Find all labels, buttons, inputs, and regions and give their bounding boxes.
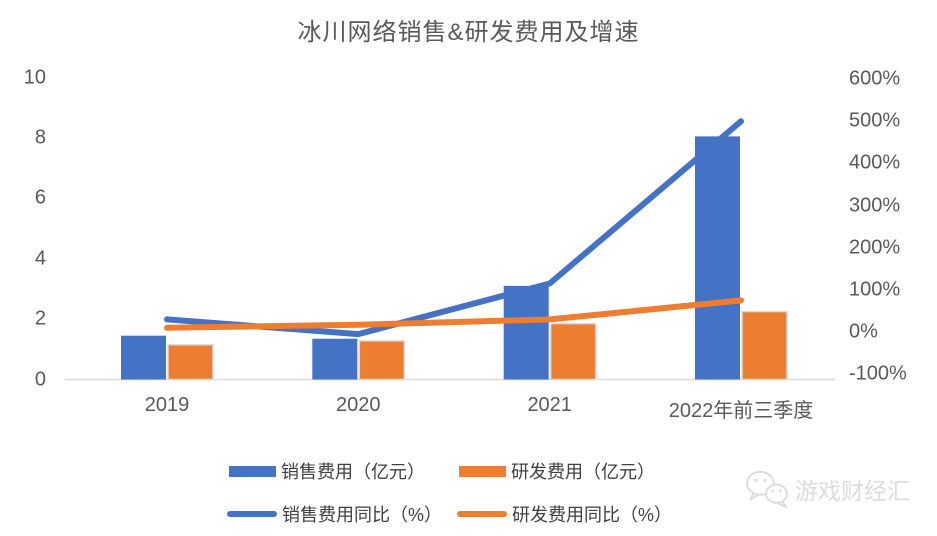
chart-canvas [65,118,835,381]
right-tick-100: 100% [849,278,901,301]
plot-area: 0 2 4 6 8 10 -100% 0% 100% 200% 300% 400% 500% 600% … [23,66,907,422]
right-tick-500: 500% [849,109,901,132]
legend-item-rd-bar: 研发费用（亿元） [459,458,655,484]
left-tick-2: 2 [34,307,46,330]
right-tick-300: 300% [849,194,901,217]
bar-rd-2022年前三季度 [741,310,788,381]
right-tick-200: 200% [849,236,901,259]
left-tick-10: 10 [23,66,46,88]
bar-sales-2022年前三季度 [695,136,740,380]
bar-rd-2020 [358,340,406,381]
legend-swatch-rd-bar [459,465,506,477]
right-tick-600: 600% [849,67,901,90]
legend-swatch-sales-line [227,511,277,517]
legend-item-sales-bar: 销售费用（亿元） [229,458,425,484]
right-tick--100: -100% [849,362,907,385]
bar-rd-2019 [167,344,214,381]
category-label-2020: 2020 [336,394,381,416]
category-label-2019: 2019 [144,394,190,416]
bar-rd-2021 [549,322,597,381]
line-sales-yoy [164,118,744,338]
bar-sales-2021 [503,285,549,380]
legend-swatch-rd-line [457,511,507,517]
line-rd-yoy [164,297,744,331]
right-tick-400: 400% [849,151,901,174]
legend-item-rd-yoy-line: 研发费用同比（%） [457,501,672,527]
watermark: 游戏财经汇 [744,468,910,510]
legend-item-sales-yoy-line: 销售费用同比（%） [227,501,442,527]
bar-sales-2020 [312,338,358,380]
left-tick-4: 4 [34,247,46,270]
legend-label-sales-yoy: 销售费用同比（%） [282,505,443,525]
right-tick-0: 0% [849,320,878,343]
legend-label-rd-yoy: 研发费用同比（%） [512,505,673,525]
chart-title: 冰川网络销售&研发费用及增速 [297,19,640,46]
category-label-2021: 2021 [527,394,572,416]
legend-label-sales-bar: 销售费用（亿元） [281,462,425,482]
left-tick-8: 8 [34,126,46,149]
left-tick-0: 0 [34,368,46,390]
legend-label-rd-bar: 研发费用（亿元） [511,462,655,482]
bar-sales-2019 [121,335,166,380]
wechat-icon [746,470,789,509]
category-label-2022年前三季度: 2022年前三季度 [668,400,814,422]
left-tick-6: 6 [34,186,46,209]
legend-swatch-sales-bar [229,465,276,477]
watermark-text: 游戏财经汇 [795,478,910,504]
